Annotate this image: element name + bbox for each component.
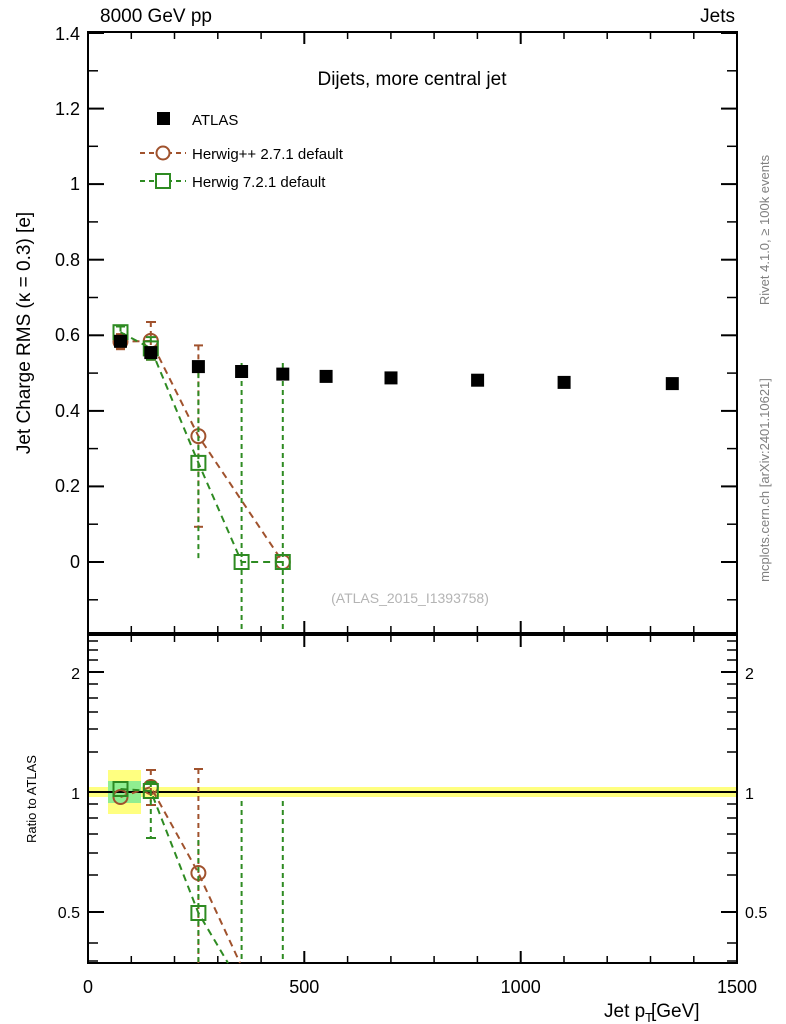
legend-marker-open-square-icon	[155, 173, 171, 189]
ratio-herwigpp-line	[120, 785, 241, 964]
main-ytick-7: 1.4	[55, 24, 80, 44]
main-ytick-6: 1.2	[55, 99, 80, 119]
legend-label-herwigpp: Herwig++ 2.7.1 default	[192, 146, 344, 163]
atlas-marker	[276, 367, 290, 381]
x-axis-label-unit: [GeV]	[651, 1001, 700, 1022]
header-left-label: 8000 GeV pp	[100, 6, 212, 27]
ratio-x-minor-ticks	[130, 635, 695, 963]
atlas-marker	[665, 377, 679, 391]
ratio-panel-frame	[87, 634, 738, 964]
series-atlas	[114, 334, 679, 391]
ratio-x-ticks	[87, 635, 738, 963]
analysis-watermark: (ATLAS_2015_I1393758)	[331, 590, 489, 606]
ratio-herwigpp-errorbars	[149, 769, 200, 963]
ratio-ytick-2: 2	[71, 666, 80, 683]
xtick-2: 1000	[501, 977, 541, 997]
ratio-herwig7-marker	[142, 783, 159, 799]
legend-entry-herwig7[interactable]: Herwig 7.2.1 default	[140, 173, 326, 191]
legend-marker-filled-square-icon	[157, 112, 170, 125]
main-ytick-4: 0.8	[55, 250, 80, 270]
main-x-ticks	[87, 32, 738, 633]
legend: ATLAS Herwig++ 2.7.1 default Herwig 7.2.…	[140, 112, 344, 191]
xtick-0: 0	[83, 977, 93, 997]
main-y-minor-ticks	[88, 70, 737, 601]
x-axis-label: Jet p T [GeV]	[604, 1001, 700, 1024]
main-panel-frame	[87, 31, 738, 634]
side-note-mcplots: mcplots.cern.ch [arXiv:2401.10621]	[757, 378, 772, 582]
legend-entry-herwigpp[interactable]: Herwig++ 2.7.1 default	[140, 145, 344, 163]
ratio-herwig7-errorbars	[149, 782, 284, 963]
herwigpp-errorbars	[119, 322, 200, 527]
main-ytick-5: 1	[70, 174, 80, 194]
series-herwigpp	[112, 321, 291, 570]
ratio-ytick-right-1: 1	[745, 786, 754, 803]
ratio-herwig7-errorbar-caps	[146, 781, 156, 839]
atlas-marker	[235, 365, 249, 378]
main-x-minor-ticks	[130, 32, 695, 633]
header-right-label: Jets	[700, 6, 735, 27]
herwig7-marker	[190, 454, 207, 471]
ratio-ytick-1: 1	[71, 786, 80, 803]
main-y-axis-label: Jet Charge RMS (κ = 0.3) [e]	[14, 212, 35, 454]
ratio-y-ticks	[88, 671, 737, 913]
main-y-ticks	[88, 32, 737, 563]
ratio-y-minor-ticks	[88, 640, 737, 962]
atlas-marker	[471, 373, 485, 387]
main-ytick-1: 0.2	[55, 476, 80, 496]
atlas-marker	[319, 369, 333, 383]
legend-label-herwig7: Herwig 7.2.1 default	[192, 174, 326, 191]
x-axis-label-main: Jet p	[604, 1001, 645, 1022]
ratio-panel: 0.5 1 2 0.5 1 2 Ratio to ATLAS	[24, 634, 767, 964]
herwigpp-marker	[112, 333, 129, 350]
main-panel: 0 0.2 0.4 0.6 0.8 1 1.2 1.4	[55, 24, 738, 634]
atlas-marker	[557, 375, 571, 389]
main-ytick-3: 0.6	[55, 325, 80, 345]
ratio-herwig7-marker	[190, 905, 207, 921]
x-axis-label-sub: T	[645, 1010, 653, 1024]
plot-title: Dijets, more central jet	[317, 69, 507, 90]
ratio-ytick-right-0: 0.5	[745, 905, 767, 922]
legend-label-atlas: ATLAS	[192, 112, 238, 129]
ratio-herwig7-marker	[112, 781, 129, 797]
main-ytick-0: 0	[70, 552, 80, 572]
ratio-herwig7-line	[120, 788, 229, 964]
ratio-ytick-right-2: 2	[745, 666, 754, 683]
legend-marker-open-circle-icon	[155, 145, 171, 161]
side-note-rivet: Rivet 4.1.0, ≥ 100k events	[757, 154, 772, 305]
main-ytick-2: 0.4	[55, 401, 80, 421]
herwig7-marker	[233, 554, 250, 570]
xtick-3: 1500	[717, 977, 757, 997]
herwigpp-errorbar-caps	[116, 321, 203, 528]
atlas-marker	[114, 334, 127, 348]
atlas-marker	[191, 360, 205, 374]
herwigpp-line	[120, 339, 284, 563]
ratio-y-axis-label: Ratio to ATLAS	[24, 755, 39, 843]
legend-entry-atlas[interactable]: ATLAS	[157, 112, 238, 129]
ratio-series-herwig7	[112, 781, 284, 964]
herwig7-line	[120, 331, 283, 563]
xtick-1: 500	[289, 977, 319, 997]
atlas-marker	[144, 346, 158, 360]
atlas-marker	[384, 371, 398, 385]
ratio-ytick-0: 0.5	[58, 905, 80, 922]
herwig7-marker	[274, 554, 291, 570]
series-herwig7	[112, 324, 291, 633]
